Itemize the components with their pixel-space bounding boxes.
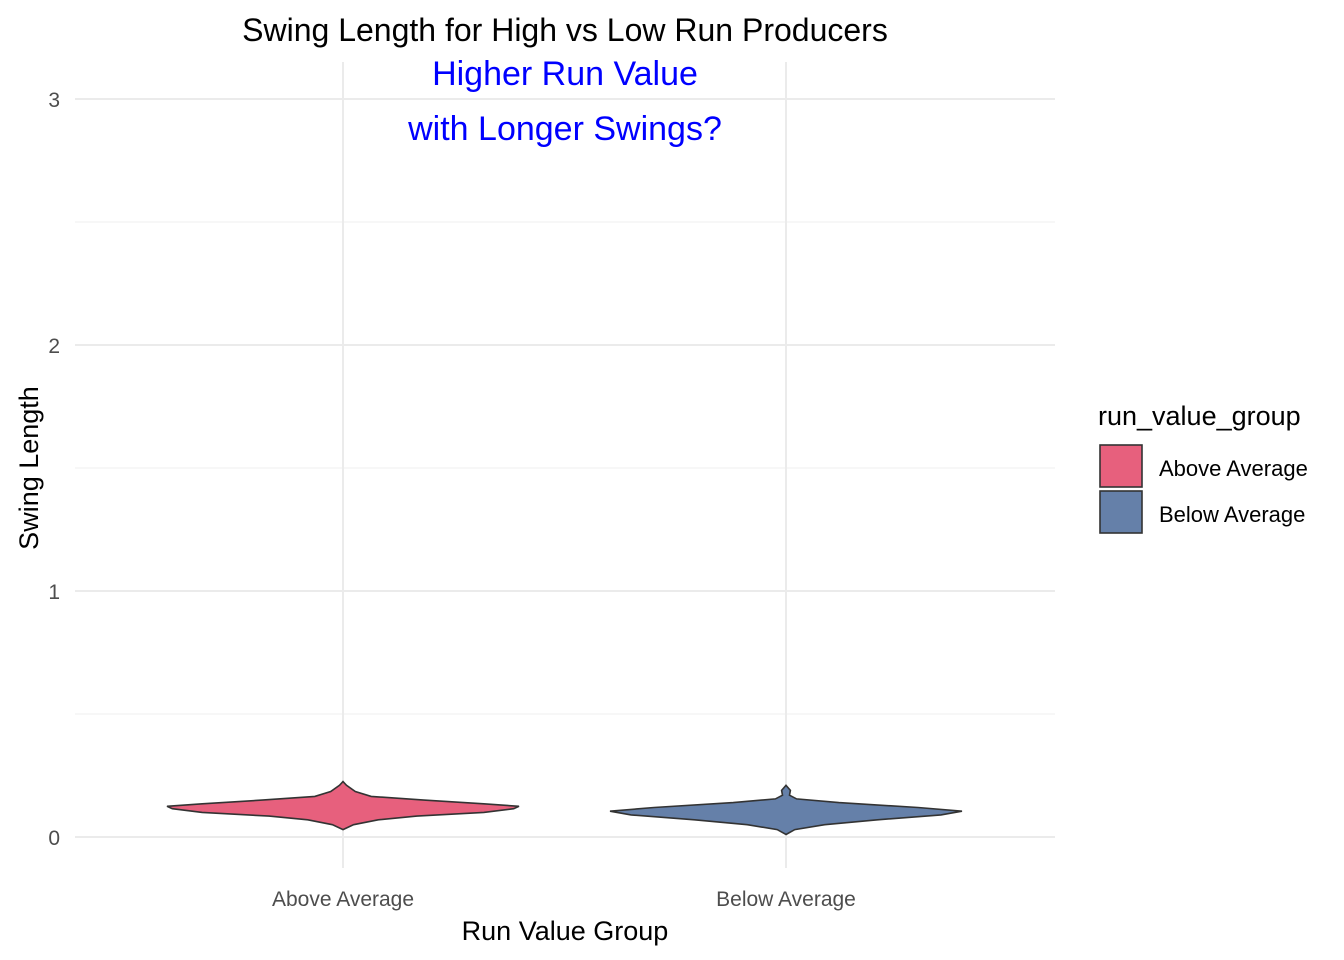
x-axis-title: Run Value Group [462,916,669,946]
violin-above-average [166,780,520,831]
y-axis-tick-labels: 0 1 2 3 [48,89,60,850]
grid-lines [75,62,1055,868]
y-tick-label: 3 [48,89,60,112]
x-axis-tick-labels: Above Average Below Average [272,888,856,911]
legend-label-above-average: Above Average [1159,456,1308,481]
violin-series [166,780,963,836]
x-tick-label: Below Average [716,888,856,911]
chart-title: Swing Length for High vs Low Run Produce… [242,12,888,48]
y-tick-label: 0 [48,827,60,850]
violin-below-average [609,784,963,836]
legend: run_value_group Above Average Below Aver… [1098,401,1308,534]
legend-key-above-average [1099,444,1143,488]
y-axis-title: Swing Length [14,386,44,550]
x-tick-label: Above Average [272,888,414,911]
legend-key-below-average [1099,490,1143,534]
legend-label-below-average: Below Average [1159,502,1305,527]
y-tick-label: 1 [48,581,60,604]
legend-title: run_value_group [1098,401,1301,431]
annotation-line-1: Higher Run Value [432,55,698,93]
y-tick-label: 2 [48,335,60,358]
annotation-line-2: with Longer Swings? [407,110,722,148]
